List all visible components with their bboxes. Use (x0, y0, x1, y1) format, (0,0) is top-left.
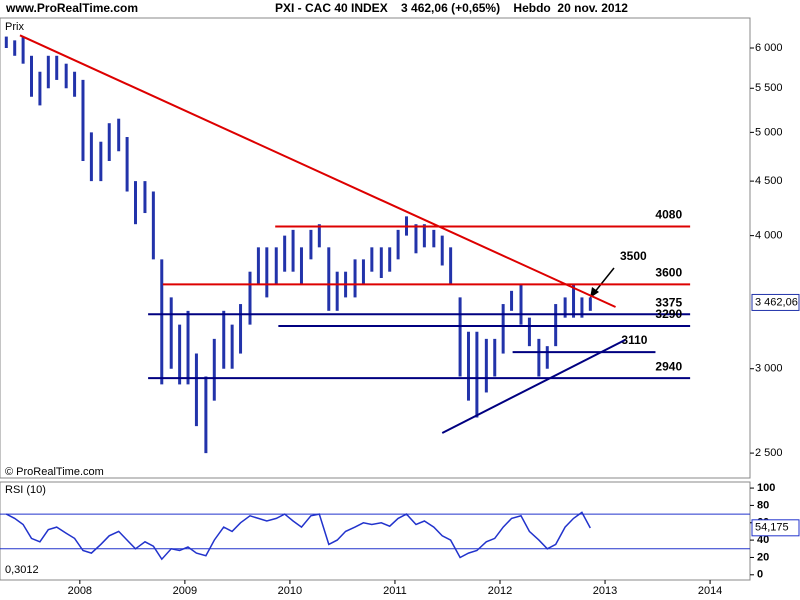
level-label: 3375 (655, 295, 682, 309)
x-tick-label: 2012 (488, 585, 512, 597)
y-tick-label: 6 000 (755, 42, 783, 54)
last-value-box (751, 293, 800, 311)
y-tick-label: 2 500 (755, 447, 783, 459)
annotation: 3500 (620, 249, 647, 263)
y-tick-label: 40 (757, 534, 769, 546)
y-tick-label: 5 500 (755, 82, 783, 94)
level-label: 4080 (655, 208, 682, 222)
y-tick-label: 4 500 (755, 175, 783, 187)
price-panel (0, 17, 751, 479)
y-tick-label: 0 (757, 569, 763, 581)
last-value-label: 3 462,06 (755, 296, 798, 308)
x-tick-label: 2014 (698, 585, 722, 597)
rsi-panel (0, 481, 751, 581)
x-tick-label: 2009 (173, 585, 197, 597)
x-tick-label: 2010 (278, 585, 302, 597)
source: www.ProRealTime.com (5, 1, 138, 15)
rsi-title: RSI (10) (5, 484, 46, 496)
y-tick-label: 4 000 (755, 230, 783, 242)
last-value-label: 54,175 (755, 522, 789, 534)
corner-label: 0,3012 (5, 564, 39, 576)
y-label: Prix (5, 21, 24, 33)
x-tick-label: 2011 (383, 585, 407, 597)
level-label: 3110 (621, 333, 647, 347)
watermark: © ProRealTime.com (5, 466, 104, 478)
rsi-line (5, 511, 591, 561)
arrow (593, 267, 615, 294)
x-tick-label: 2013 (593, 585, 617, 597)
level-label: 3600 (655, 266, 682, 280)
trend-line (441, 339, 626, 434)
arrow-head (590, 287, 599, 298)
x-tick-label: 2008 (68, 585, 92, 597)
y-tick-label: 20 (757, 551, 769, 563)
y-tick-label: 100 (757, 482, 775, 494)
trend-line (19, 34, 616, 308)
y-tick-label: 3 000 (755, 363, 783, 375)
y-tick-label: 5 000 (755, 126, 783, 138)
level-label: 2940 (655, 359, 682, 373)
last-value-box (751, 519, 800, 537)
chart-title: PXI - CAC 40 INDEX 3 462,06 (+0,65%) Heb… (275, 1, 628, 15)
y-tick-label: 80 (757, 499, 769, 511)
level-label: 3290 (655, 307, 682, 321)
